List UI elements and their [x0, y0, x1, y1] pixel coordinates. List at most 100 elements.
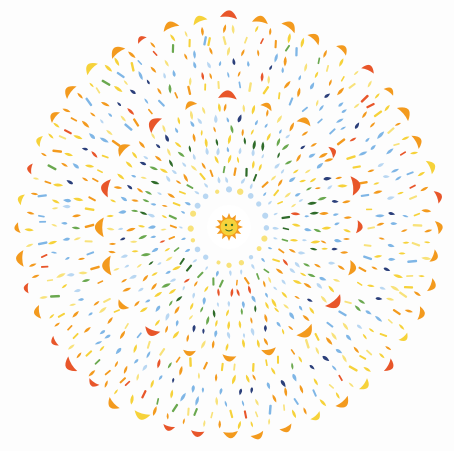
ring-outer-scallop-motif: [163, 21, 180, 32]
ring-outer-dashes-motif: [101, 79, 111, 86]
ring-outer-scallop-motif: [434, 221, 443, 235]
ring-outer-fringe-motif: [25, 243, 34, 247]
leaf-icon: [56, 273, 66, 278]
dash-icon: [94, 359, 101, 365]
ring-outer-mixed-motif: [373, 255, 383, 258]
ring-inner-dashes-motif: [281, 215, 291, 220]
leaf-icon: [24, 228, 34, 232]
ring-outer-scallop-motif: [417, 306, 425, 320]
ring-middle-mixed-motif: [309, 178, 317, 183]
dash-icon: [373, 110, 383, 118]
ring-middle-green-motif: [309, 247, 318, 251]
drop-icon: [323, 176, 332, 181]
leaf-icon: [291, 362, 294, 370]
ring-outer-dashes-motif: [37, 241, 48, 246]
ring-outer-dash2-motif: [363, 244, 372, 247]
leaf-icon: [172, 266, 181, 271]
dash-icon: [146, 340, 151, 349]
leaf-icon: [424, 229, 433, 233]
ring-outer-dashes-motif: [260, 38, 264, 45]
ring-inner-warm-motif: [201, 162, 206, 170]
leaf-icon: [130, 394, 134, 405]
leaf-icon: [242, 338, 245, 349]
ring-outer-mixed-motif: [71, 226, 81, 230]
petal-icon: [51, 335, 59, 346]
ring-outer-dashes-motif: [284, 44, 291, 52]
drop-icon: [192, 324, 196, 333]
ring-outer-scallop-motif: [411, 135, 422, 149]
dash-icon: [86, 251, 95, 256]
drop-icon: [356, 324, 363, 329]
petal-icon: [358, 378, 369, 390]
ring-inner-dots-motif: [238, 260, 245, 266]
ring-outer-dashes-motif: [403, 285, 414, 289]
leaf-icon: [110, 199, 117, 203]
ring-middle-warm-motif: [106, 214, 114, 218]
dash-icon: [344, 300, 352, 305]
leaf-icon: [49, 313, 55, 319]
ring-outer-dash2-motif: [367, 226, 375, 230]
leaf-icon: [384, 104, 390, 112]
leaf-icon: [328, 285, 335, 293]
ring-outer-fringe-motif: [62, 108, 71, 113]
leaf-icon: [371, 266, 378, 270]
ring-inner-blue-motif: [241, 301, 245, 309]
drop-icon: [163, 72, 166, 79]
drop-icon: [205, 147, 209, 155]
ring-inner-halo-motif: [194, 191, 200, 195]
leaf-icon: [165, 256, 173, 262]
ring-outer-dash2-motif: [92, 177, 99, 183]
ring-middle-green-motif: [144, 191, 153, 195]
ring-outer-scallop-motif: [108, 397, 120, 409]
ring-inner-halo: [178, 176, 279, 277]
leaf-icon: [184, 53, 188, 60]
ring-outer-dashes-motif: [411, 241, 421, 247]
ring-outer-blue-motif: [133, 359, 139, 364]
drop-icon: [193, 61, 197, 69]
ring-middle-mixed-motif: [283, 304, 289, 309]
ring-outer-dashes-motif: [359, 355, 367, 360]
ring-middle-blue-motif: [285, 134, 291, 139]
petal-icon: [33, 305, 42, 319]
drop-icon: [147, 213, 155, 218]
leaf-icon: [154, 155, 162, 162]
ring-outer-leaves-motif: [113, 86, 123, 92]
ring-middle-green-motif: [299, 179, 307, 183]
ring-middle-mixed-motif: [215, 319, 218, 327]
ring-middle-scallop-motif: [183, 349, 196, 357]
ring-outer-mixed-motif: [146, 351, 151, 359]
ring-outer-fringe-motif: [421, 209, 432, 213]
ring-outer-leaves-motif: [64, 152, 73, 157]
ring-middle-blue-motif: [323, 176, 332, 181]
dash-icon: [204, 83, 207, 91]
leaf-icon: [217, 103, 221, 113]
drop-icon: [304, 215, 310, 218]
leaf-icon: [342, 354, 347, 363]
ring-outer-mixed-motif: [367, 284, 375, 288]
ring-inner-dots-motif: [263, 225, 270, 231]
ring-middle-green-motif: [305, 187, 312, 191]
dot-icon: [203, 254, 209, 260]
ring-inner-dots-motif: [256, 201, 262, 207]
leaf-icon: [374, 93, 380, 99]
ring-inner-blue-motif: [251, 295, 256, 303]
ring-middle-mixed: [126, 124, 332, 330]
ring-inner-halo-motif: [251, 264, 255, 270]
ring-middle-mixed-motif: [241, 128, 244, 137]
ring-outer-blue-motif: [280, 380, 286, 388]
ring-outer-dashes-motif: [58, 135, 67, 140]
dash-icon: [277, 200, 284, 205]
dash-icon: [116, 71, 125, 79]
ring-outer-dashes-motif: [366, 349, 373, 356]
leaf-icon: [264, 313, 268, 323]
petal-icon: [335, 395, 349, 408]
petal-icon: [252, 15, 268, 25]
leaf-icon: [186, 334, 189, 343]
ring-outer-blue-motif: [388, 257, 396, 261]
drop-icon: [226, 146, 230, 153]
ring-outer-dash2-motif: [346, 155, 356, 160]
leaf-icon: [343, 229, 351, 233]
ring-outer-scallop-motif: [111, 46, 126, 59]
leaf-icon: [88, 370, 96, 377]
ring-middle-scallop-motif: [261, 347, 276, 356]
